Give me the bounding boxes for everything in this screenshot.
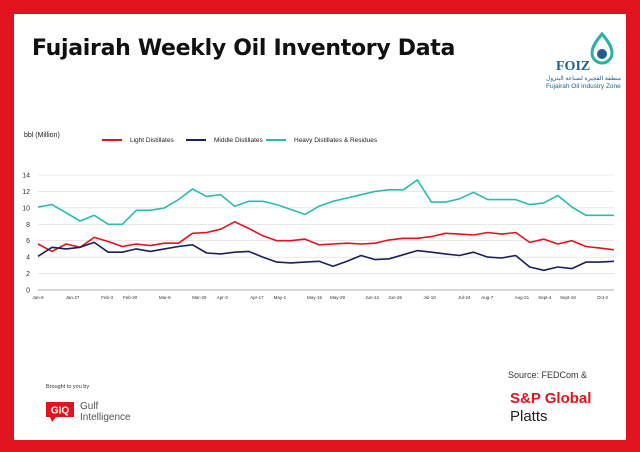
y-tick-label: 6 [26,238,30,245]
x-tick-label: Mar-6 [159,295,171,300]
x-tick-label: Jun-12 [365,295,379,300]
brought-by-text: Brought to you by [46,384,90,390]
foiz-arabic-name: منطقة الفجيرة لصناعة البترول [546,76,622,82]
x-tick-label: Jan-27 [66,295,80,300]
y-tick-label: 2 [26,271,30,278]
y-tick-label: 10 [22,205,30,212]
legend-label-heavy: Heavy Distillates & Residues [294,137,378,144]
y-tick-label: 8 [26,222,30,229]
legend-heavy: Heavy Distillates & Residues [266,137,377,147]
sp-global-logo-line-2: Platts [510,408,548,425]
series-line-light-distillates [37,221,615,253]
foiz-drop-icon [590,31,614,65]
y-axis-unit-label: bbl (Million) [24,132,60,139]
series-line-middle-distillates [37,241,615,272]
legend-swatch-heavy [266,139,286,142]
legend-swatch-light [102,139,122,142]
gulf-intelligence-logo: GIQ [46,402,76,422]
x-tick-label: Feb-20 [123,295,138,300]
legend-swatch-middle [186,139,206,142]
x-tick-label: Jan-6 [32,295,44,300]
gulf-intelligence-name: Gulf Intelligence [80,401,131,423]
x-tick-label: Jul-10 [424,295,437,300]
foiz-logo: FOIZ منطقة الفجيرة لصناعة البترول Fujair… [546,31,626,97]
y-tick-label: 12 [22,189,30,196]
infographic-card [14,14,626,440]
x-tick-label: Jun-26 [388,295,402,300]
x-tick-label: May-15 [307,295,323,300]
x-tick-label: Sept-4 [538,295,552,300]
foiz-english-name: Fujairah Oil Industry Zone [546,83,621,90]
x-tick-label: Sept-18 [560,295,576,300]
x-tick-label: Jul-24 [458,295,471,300]
gi-logo-text: GIQ [51,406,70,417]
legend-middle: Middle Distillates [186,137,263,147]
x-tick-label: Apr-3 [217,295,229,300]
gi-logo-mark: GIQ [46,402,74,422]
page-title: Fujairah Weekly Oil Inventory Data [32,36,456,61]
sp-global-logo-line-1: S&P Global [510,390,592,407]
foiz-abbr: FOIZ [556,59,591,74]
legend-label-light: Light Distillates [130,137,174,144]
x-tick-label: Oct-2 [597,295,608,300]
legend-label-middle: Middle Distillates [214,137,263,144]
x-tick-label: Aug-21 [515,295,530,300]
series-line-heavy-distillates-residues [37,179,614,226]
y-tick-label: 14 [22,173,30,180]
x-tick-label: May-1 [274,295,287,300]
legend-light: Light Distillates [102,137,174,147]
x-tick-label: Aug-7 [481,295,494,300]
source-text: Source: FEDCom & [508,370,588,380]
x-tick-label: Apr-17 [250,295,264,300]
gi-name-line-2: Intelligence [80,412,131,423]
x-tick-label: Mar-20 [192,295,207,300]
x-tick-label: May-29 [330,295,346,300]
x-tick-label: Feb-3 [101,295,113,300]
gi-name-line-1: Gulf [80,401,99,412]
y-tick-label: 0 [26,288,30,295]
y-tick-label: 4 [26,255,30,262]
